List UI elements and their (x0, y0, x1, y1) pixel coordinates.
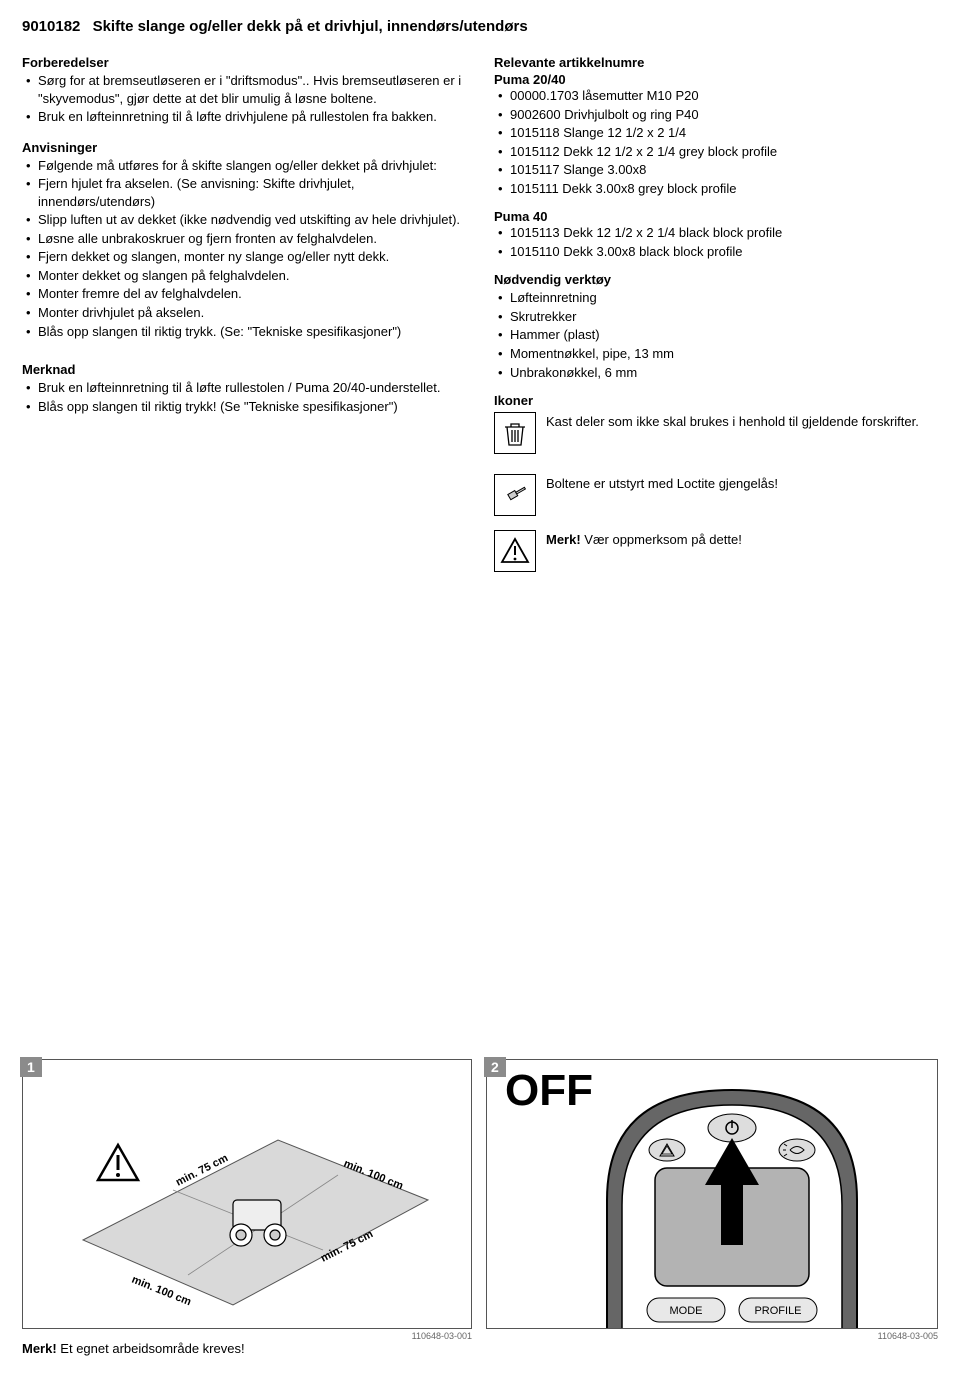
page-title: 9010182 Skifte slange og/eller dekk på e… (22, 18, 938, 35)
list-forberedelser: Sørg for at bremseutløseren er i "drifts… (22, 72, 466, 126)
icon-row-warning: Merk! Vær oppmerksom på dette! (494, 530, 938, 572)
bolt-icon (494, 474, 536, 516)
list-item: Løfteinnretning (494, 289, 938, 307)
icon-text-trash: Kast deler som ikke skal brukes i henhol… (546, 412, 938, 431)
list-item: Bruk en løfteinnretning til å løfte driv… (22, 108, 466, 126)
icon-row-trash: Kast deler som ikke skal brukes i henhol… (494, 412, 938, 454)
figure-2: 2 OFF (486, 1059, 938, 1356)
list-item: 1015118 Slange 12 1/2 x 2 1/4 (494, 124, 938, 142)
figure-number-badge: 1 (20, 1057, 42, 1077)
list-item: Fjern hjulet fra akselen. (Se anvisning:… (22, 175, 466, 210)
figure-2-frame: OFF (486, 1059, 938, 1329)
mode-button-label: MODE (670, 1305, 703, 1317)
right-column: Relevante artikkelnumre Puma 20/40 00000… (494, 49, 938, 572)
icon-warning-rest: Vær oppmerksom på dette! (581, 532, 742, 547)
list-puma40: 1015113 Dekk 12 1/2 x 2 1/4 black block … (494, 224, 938, 260)
list-item: 1015112 Dekk 12 1/2 x 2 1/4 grey block p… (494, 143, 938, 161)
icon-text-warning: Merk! Vær oppmerksom på dette! (546, 530, 938, 549)
figure-number-badge: 2 (484, 1057, 506, 1077)
heading-ikoner: Ikoner (494, 393, 938, 408)
workspace-diagram: min. 75 cm min. 100 cm min. 100 cm min. … (23, 1060, 472, 1329)
left-column: Forberedelser Sørg for at bremseutløsere… (22, 49, 466, 572)
list-merknad: Bruk en løfteinnretning til å løfte rull… (22, 379, 466, 415)
figure-1-caption-bold: Merk! (22, 1341, 57, 1356)
list-item: 00000.1703 låsemutter M10 P20 (494, 87, 938, 105)
warning-icon (494, 530, 536, 572)
list-item: 9002600 Drivhjulbolt og ring P40 (494, 106, 938, 124)
heading-forberedelser: Forberedelser (22, 55, 466, 70)
list-item: Monter drivhjulet på akselen. (22, 304, 466, 322)
list-item: Følgende må utføres for å skifte slangen… (22, 157, 466, 175)
heading-merknad: Merknad (22, 362, 466, 377)
off-label: OFF (505, 1066, 593, 1116)
list-verktoy: Løfteinnretning Skrutrekker Hammer (plas… (494, 289, 938, 381)
figure-1-caption: Merk! Et egnet arbeidsområde kreves! (22, 1341, 472, 1356)
list-puma2040: 00000.1703 låsemutter M10 P20 9002600 Dr… (494, 87, 938, 197)
list-item: Monter fremre del av felghalvdelen. (22, 285, 466, 303)
figure-1-frame: min. 75 cm min. 100 cm min. 100 cm min. … (22, 1059, 472, 1329)
list-item: Fjern dekket og slangen, monter ny slang… (22, 248, 466, 266)
icon-row-bolt: Boltene er utstyrt med Loctite gjengelås… (494, 474, 938, 516)
list-item: Blås opp slangen til riktig trykk. (Se: … (22, 323, 466, 341)
doc-id: 9010182 (22, 18, 80, 35)
list-item: 1015111 Dekk 3.00x8 grey block profile (494, 180, 938, 198)
figures-row: 1 (22, 1059, 938, 1356)
list-item: 1015110 Dekk 3.00x8 black block profile (494, 243, 938, 261)
subhead-puma40: Puma 40 (494, 209, 938, 224)
list-item: Løsne alle unbrakoskruer og fjern fronte… (22, 230, 466, 248)
list-item: Sørg for at bremseutløseren er i "drifts… (22, 72, 466, 107)
figure-1: 1 (22, 1059, 472, 1356)
heading-artikkelnumre: Relevante artikkelnumre (494, 55, 938, 70)
profile-button-label: PROFILE (754, 1305, 801, 1317)
list-item: Hammer (plast) (494, 326, 938, 344)
figure-1-footnote: 110648-03-001 (22, 1329, 472, 1341)
list-item: Momentnøkkel, pipe, 13 mm (494, 345, 938, 363)
list-item: Monter dekket og slangen på felghalvdele… (22, 267, 466, 285)
trash-icon (494, 412, 536, 454)
heading-anvisninger: Anvisninger (22, 140, 466, 155)
list-item: 1015117 Slange 3.00x8 (494, 161, 938, 179)
list-item: Skrutrekker (494, 308, 938, 326)
icon-warning-bold: Merk! (546, 532, 581, 547)
figure-1-caption-rest: Et egnet arbeidsområde kreves! (57, 1341, 245, 1356)
subhead-puma2040: Puma 20/40 (494, 72, 938, 87)
two-column-layout: Forberedelser Sørg for at bremseutløsere… (22, 49, 938, 572)
list-item: Bruk en løfteinnretning til å løfte rull… (22, 379, 466, 397)
figure-2-caption (486, 1341, 938, 1356)
list-item: Slipp luften ut av dekket (ikke nødvendi… (22, 211, 466, 229)
list-item: Blås opp slangen til riktig trykk! (Se "… (22, 398, 466, 416)
list-item: 1015113 Dekk 12 1/2 x 2 1/4 black block … (494, 224, 938, 242)
heading-verktoy: Nødvendig verktøy (494, 272, 938, 287)
list-anvisninger: Følgende må utføres for å skifte slangen… (22, 157, 466, 340)
list-item: Unbrakonøkkel, 6 mm (494, 364, 938, 382)
icon-text-bolt: Boltene er utstyrt med Loctite gjengelås… (546, 474, 938, 493)
title-text: Skifte slange og/eller dekk på et drivhj… (93, 18, 528, 35)
figure-2-footnote: 110648-03-005 (486, 1329, 938, 1341)
